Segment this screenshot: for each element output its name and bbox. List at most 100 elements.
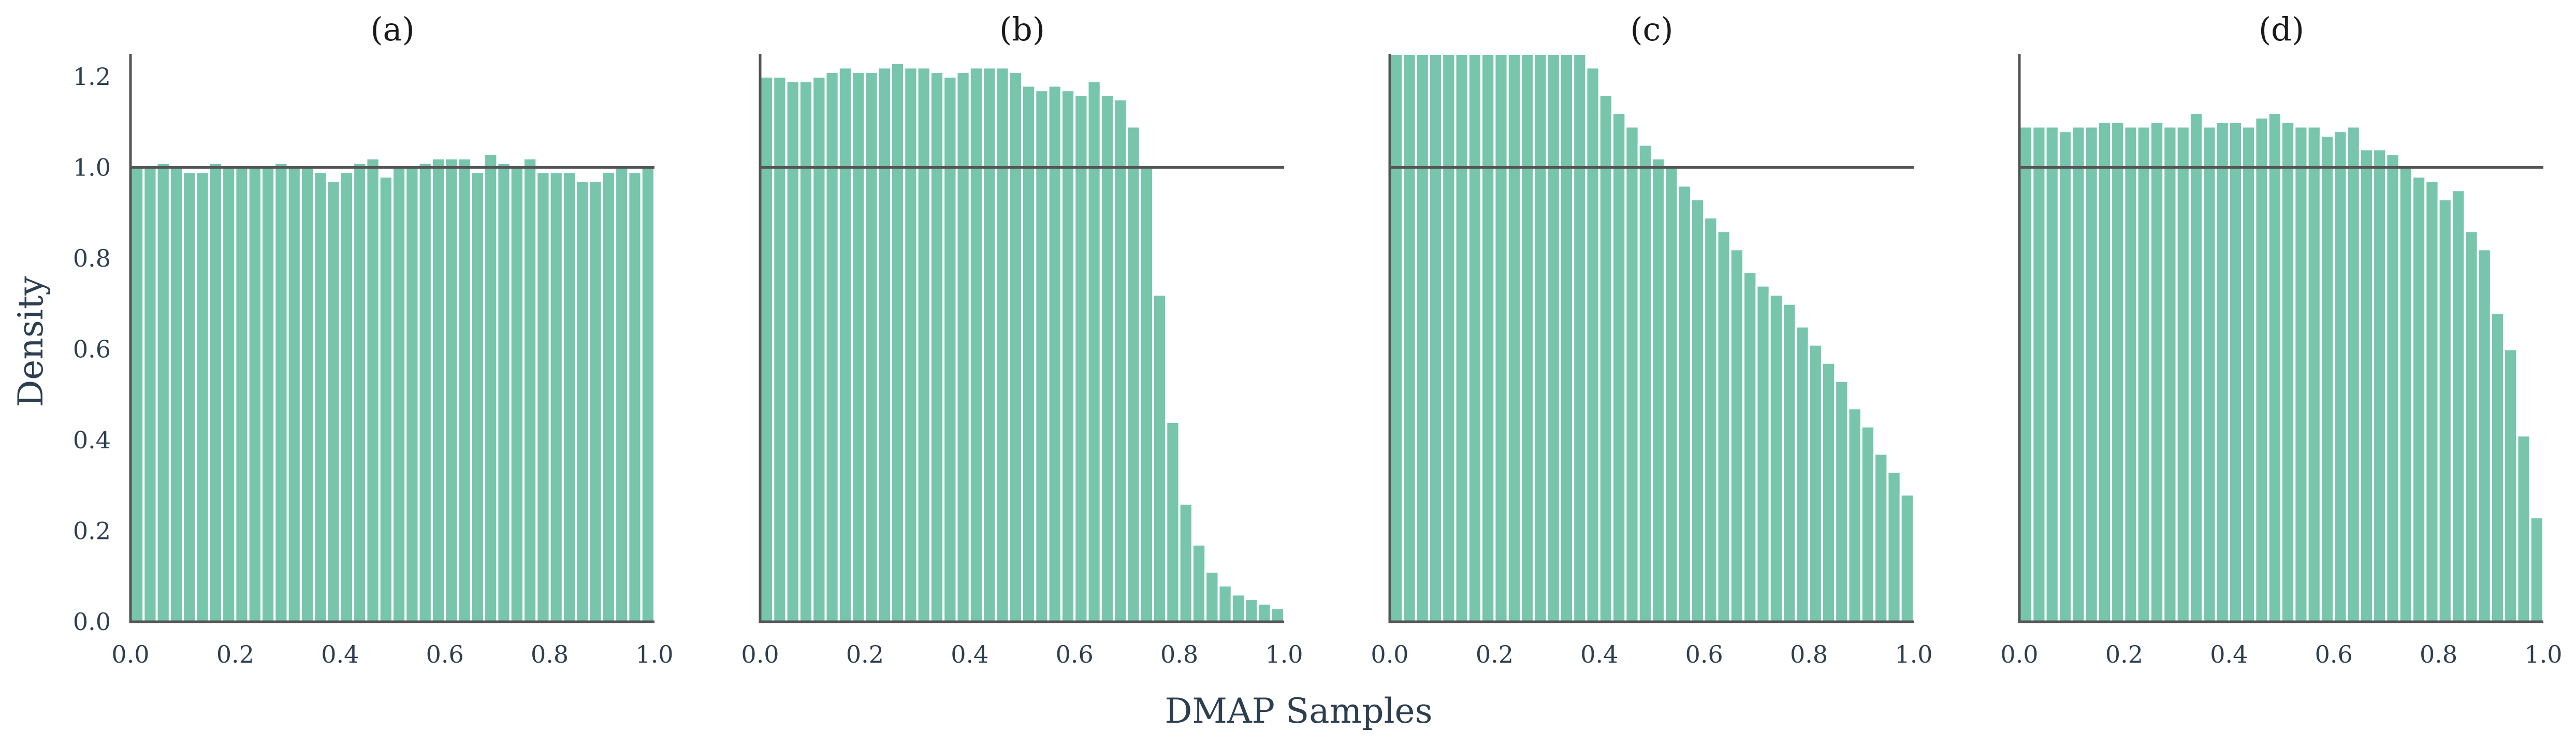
x-tick-label: 0.6 (2315, 640, 2353, 668)
histogram-bar (129, 166, 145, 623)
histogram-bar (1506, 53, 1522, 623)
histogram-bar (1152, 294, 1168, 623)
histogram-bar (2398, 166, 2414, 623)
x-tick-label: 0.2 (846, 640, 884, 668)
histogram-bar (1217, 584, 1233, 623)
panel-title: (a) (370, 10, 414, 48)
panel-title: (d) (2259, 10, 2304, 48)
histogram-bar (2503, 348, 2519, 623)
histogram-bar (1847, 407, 1862, 623)
x-tick-label: 0.0 (741, 640, 779, 668)
histogram-bar (496, 162, 512, 623)
histogram-bar (614, 166, 630, 623)
histogram-bar (470, 171, 486, 623)
histogram-bar (627, 171, 643, 623)
histogram-bar (1230, 593, 1246, 623)
histogram-bar (1191, 543, 1207, 623)
x-tick-label: 0.4 (951, 640, 988, 668)
panel-title: (b) (999, 10, 1045, 48)
histogram-bar (1611, 112, 1627, 623)
histogram-bar (444, 157, 459, 623)
histogram-bar (535, 171, 551, 623)
histogram-bar (1821, 361, 1837, 623)
histogram-bar (2228, 121, 2244, 623)
y-tick-label: 0.0 (73, 608, 111, 636)
histogram-bar (903, 66, 919, 623)
histogram-bar (286, 166, 302, 623)
histogram-bar (2385, 153, 2400, 623)
histogram-bar (851, 71, 866, 623)
histogram-bar (1716, 230, 1731, 623)
histogram-bar (1690, 198, 1706, 623)
histogram-bar (1389, 53, 1404, 623)
x-tick-label: 0.4 (1580, 640, 1618, 668)
histogram-bar (2110, 121, 2126, 623)
histogram-bar (1886, 471, 1902, 623)
x-tick-label: 0.8 (1160, 640, 1198, 668)
y-tick-label: 0.4 (73, 426, 111, 454)
histogram-bar (195, 171, 210, 623)
histogram-bar (1729, 248, 1745, 623)
histogram-bar (1703, 216, 1719, 623)
histogram-bar (1099, 93, 1115, 623)
histogram-bar (404, 166, 420, 623)
histogram-bar (785, 80, 801, 623)
x-tick-label: 0.4 (321, 640, 359, 668)
x-tick-label: 0.2 (2105, 640, 2143, 668)
histogram-bar (995, 66, 1010, 623)
y-tick-label: 1.2 (73, 63, 111, 91)
histogram-bar (2306, 125, 2322, 623)
histogram-bar (588, 180, 603, 623)
histogram-bar (1126, 125, 1141, 623)
histogram-bar (2202, 125, 2217, 623)
histogram-bar (1651, 157, 1666, 623)
histogram-bar (1808, 343, 1823, 623)
histogram-bar (2280, 121, 2296, 623)
histogram-bar (509, 166, 525, 623)
histogram-bar (522, 157, 538, 623)
histogram-bar (457, 157, 472, 623)
y-tick-label: 0.6 (73, 335, 111, 363)
histogram-bar (955, 71, 971, 623)
panel-4: (d) 0.0 0.2 0.4 0.6 0.8 1.0 (2000, 10, 2562, 668)
histogram-bar (234, 166, 250, 623)
histogram-bar (1073, 93, 1089, 623)
histogram-bar (247, 166, 263, 623)
histogram-bar (2123, 125, 2138, 623)
histogram-bar (1165, 420, 1181, 623)
histogram-bar (2241, 125, 2257, 623)
histogram-bar (982, 66, 997, 623)
histogram-bar (2319, 134, 2335, 623)
histogram-bar (1257, 602, 1272, 623)
histogram-bar (890, 62, 906, 623)
histogram-bar (1624, 125, 1640, 623)
x-tick-label: 1.0 (635, 640, 673, 668)
x-tick-label: 0.8 (531, 640, 569, 668)
histogram-bar (313, 171, 328, 623)
histogram-bar (2149, 121, 2165, 623)
histogram-bar (221, 166, 237, 623)
x-tick-label: 0.8 (1790, 640, 1828, 668)
x-tick-label: 0.6 (1685, 640, 1723, 668)
histogram-bar (2136, 125, 2152, 623)
histogram-bar (1047, 84, 1063, 623)
histogram-bar (2333, 130, 2348, 623)
x-tick-label: 0.8 (2420, 640, 2457, 668)
histogram-bar (208, 162, 224, 623)
histogram-bar (968, 66, 984, 623)
histogram-bar (575, 180, 590, 623)
histogram-bar (916, 66, 932, 623)
histogram-bar (1637, 143, 1653, 623)
histogram-bar (2031, 125, 2047, 623)
histogram-bar (365, 157, 381, 623)
panel-1: (a) 0.0 0.2 0.4 0.6 0.8 1.0 0.0 0.2 0.4 0.6 0.8 1.0 1… (73, 10, 674, 668)
histogram-bar (2071, 125, 2086, 623)
histogram-bar (1559, 53, 1575, 623)
histogram-bar (1086, 80, 1102, 623)
histogram-bar (2346, 125, 2361, 623)
histogram-bar (2477, 248, 2492, 623)
histogram-bar (811, 75, 827, 623)
histogram-bar (339, 171, 355, 623)
histogram-bar (391, 166, 407, 623)
histogram-bar (299, 166, 315, 623)
